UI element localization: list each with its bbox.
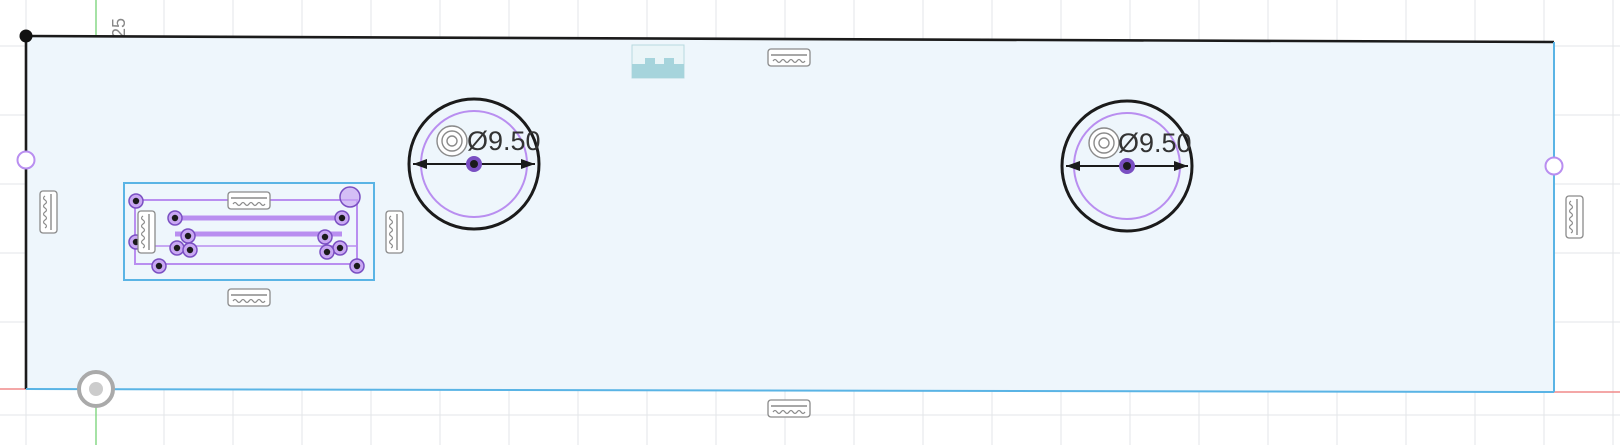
concentric-constraint-icon[interactable] (436, 125, 468, 157)
horizontal-constraint-icon[interactable] (227, 288, 271, 307)
left-midpoint-marker[interactable] (16, 150, 36, 170)
right-hole[interactable] (1060, 99, 1194, 233)
profile-region[interactable] (26, 36, 1554, 392)
corner-point[interactable] (19, 29, 33, 43)
horizontal-constraint-icon[interactable] (227, 191, 271, 210)
selection-box (123, 182, 375, 281)
left-hole[interactable] (407, 97, 541, 231)
fix-constraint-icon[interactable] (631, 44, 685, 79)
right-midpoint-marker[interactable] (1544, 156, 1564, 176)
vertical-constraint-icon[interactable] (39, 190, 58, 234)
vertical-constraint-icon[interactable] (1565, 195, 1584, 239)
concentric-constraint-icon[interactable] (1088, 127, 1120, 159)
left-hole-diameter-dimension[interactable]: Ø9.50 (467, 126, 541, 156)
bottom-edge-line[interactable] (25, 388, 1555, 393)
horizontal-constraint-icon[interactable] (767, 48, 811, 67)
grid-scale-label: 25 (109, 18, 129, 38)
right-hole-diameter-dimension[interactable]: Ø9.50 (1118, 128, 1192, 158)
origin-icon[interactable] (77, 370, 115, 408)
slot-feature[interactable] (123, 182, 375, 281)
horizontal-constraint-icon[interactable] (767, 399, 811, 418)
vertical-constraint-icon[interactable] (137, 210, 156, 254)
vertical-constraint-icon[interactable] (385, 210, 404, 254)
top-edge-line[interactable] (25, 34, 1555, 44)
